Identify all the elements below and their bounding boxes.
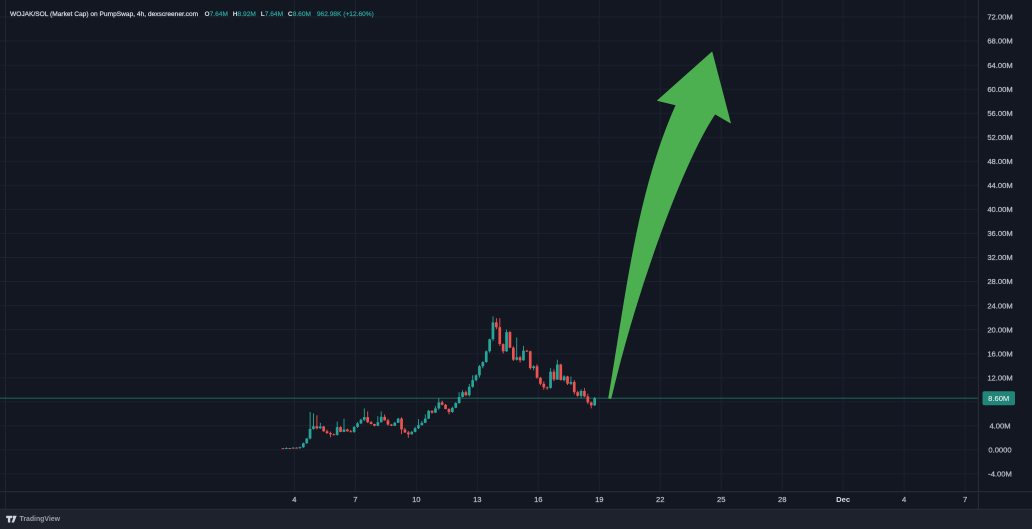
svg-text:20.00M: 20.00M (987, 325, 1012, 334)
svg-text:TradingView: TradingView (20, 516, 61, 523)
svg-text:4.00M: 4.00M (989, 422, 1010, 431)
svg-text:7: 7 (353, 495, 357, 504)
svg-text:22: 22 (656, 495, 664, 504)
svg-text:36.00M: 36.00M (987, 229, 1012, 238)
svg-text:10: 10 (412, 495, 420, 504)
svg-text:-4.00M: -4.00M (988, 470, 1012, 479)
svg-text:68.00M: 68.00M (987, 37, 1012, 46)
svg-text:40.00M: 40.00M (987, 205, 1012, 214)
svg-text:28.00M: 28.00M (987, 277, 1012, 286)
svg-text:28: 28 (778, 495, 786, 504)
svg-text:72.00M: 72.00M (987, 13, 1012, 22)
svg-text:8.60M: 8.60M (988, 394, 1009, 403)
svg-text:16.00M: 16.00M (987, 349, 1012, 358)
svg-text:25: 25 (717, 495, 725, 504)
svg-text:Dec: Dec (836, 495, 850, 504)
svg-text:0.0000: 0.0000 (988, 446, 1011, 455)
svg-text:12.00M: 12.00M (987, 373, 1012, 382)
svg-text:13: 13 (473, 495, 481, 504)
svg-text:64.00M: 64.00M (987, 61, 1012, 70)
svg-text:4: 4 (292, 495, 296, 504)
svg-text:WOJAK/SOL (Market Cap) on Pump: WOJAK/SOL (Market Cap) on PumpSwap, 4h, … (10, 11, 374, 18)
svg-text:16: 16 (534, 495, 542, 504)
svg-text:56.00M: 56.00M (987, 109, 1012, 118)
svg-text:44.00M: 44.00M (987, 181, 1012, 190)
svg-text:60.00M: 60.00M (987, 85, 1012, 94)
svg-text:7: 7 (963, 495, 967, 504)
svg-text:19: 19 (595, 495, 603, 504)
svg-text:4: 4 (902, 495, 906, 504)
svg-text:24.00M: 24.00M (987, 301, 1012, 310)
svg-text:48.00M: 48.00M (987, 157, 1012, 166)
svg-text:52.00M: 52.00M (987, 133, 1012, 142)
svg-text:32.00M: 32.00M (987, 253, 1012, 262)
